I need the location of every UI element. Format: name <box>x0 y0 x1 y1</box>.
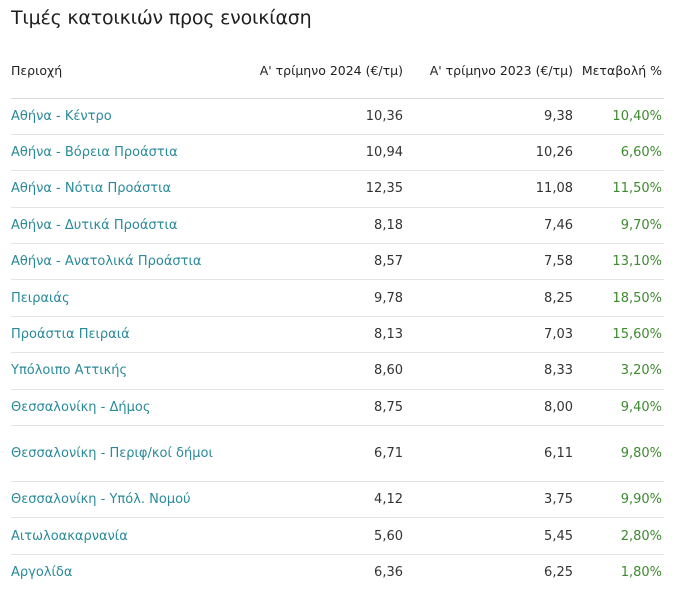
table-row: Αθήνα - Δυτικά Προάστια 8,18 7,46 9,70% <box>11 207 664 245</box>
change-cell: 9,80% <box>575 425 664 483</box>
price-2024-cell: 6,36 <box>374 565 403 581</box>
table-row: Πειραιάς 9,78 8,25 18,50% <box>11 279 664 317</box>
change-cell: 10,40% <box>575 98 664 135</box>
column-header-q1-2023: Α' τρίμηνο 2023 (€/τμ) <box>405 44 575 99</box>
header-row: Περιοχή Α' τρίμηνο 2024 (€/τμ) Α' τρίμην… <box>11 44 664 99</box>
price-2024-cell: 8,13 <box>224 316 405 354</box>
region-cell: Θεσσαλονίκη - Υπόλ. Νομού <box>11 481 224 519</box>
region-cell: Αθήνα - Ανατολικά Προάστια <box>11 243 224 281</box>
price-2023-cell: 8,25 <box>405 279 575 317</box>
change-cell: 2,80% <box>575 517 664 555</box>
region-cell: Υπόλοιπο Αττικής <box>11 352 224 390</box>
page-title: Τιμές κατοικιών προς ενοικίαση <box>11 7 312 29</box>
price-2024-cell: 8,60 <box>224 352 405 390</box>
change-cell: 13,10% <box>575 243 664 281</box>
table-row: Αθήνα - Ανατολικά Προάστια 8,57 7,58 13,… <box>11 243 664 281</box>
price-2023-cell: 6,11 <box>405 425 575 483</box>
column-header-region: Περιοχή <box>11 44 224 99</box>
price-2024-cell: 12,35 <box>224 170 405 208</box>
price-2023-cell: 8,00 <box>405 389 575 427</box>
price-2024-cell: 10,36 <box>224 98 405 135</box>
table-row: Υπόλοιπο Αττικής 8,60 8,33 3,20% <box>11 352 664 390</box>
table-row: Αθήνα - Κέντρο 10,36 9,38 10,40% <box>11 98 664 135</box>
table-row: Αργολίδα 6,36 6,25 1,80% <box>11 554 664 590</box>
change-cell: 9,40% <box>575 389 664 427</box>
price-2023-cell: 7,46 <box>405 207 575 245</box>
change-cell: 9,70% <box>575 207 664 245</box>
price-2023-cell: 11,08 <box>405 170 575 208</box>
change-cell: 3,20% <box>575 352 664 390</box>
region-cell: Αθήνα - Νότια Προάστια <box>11 170 224 208</box>
price-2024-cell: 9,78 <box>224 279 405 317</box>
price-2024-cell: 10,94 <box>224 134 405 172</box>
table-row: Αιτωλοακαρνανία 5,60 5,45 2,80% <box>11 517 664 555</box>
price-2024-cell: 4,12 <box>224 481 405 519</box>
price-2024-cell: 8,75 <box>224 389 405 427</box>
price-2023-cell: 6,25 <box>544 565 573 581</box>
table-row: Προάστια Πειραιά 8,13 7,03 15,60% <box>11 316 664 354</box>
change-cell: 18,50% <box>575 279 664 317</box>
region-cell: Αθήνα - Κέντρο <box>11 98 224 135</box>
region-cell: Αργολίδα <box>11 565 73 581</box>
price-2024-cell: 8,57 <box>224 243 405 281</box>
price-2023-cell: 8,33 <box>405 352 575 390</box>
price-2023-cell: 7,58 <box>405 243 575 281</box>
price-2023-cell: 10,26 <box>405 134 575 172</box>
price-2024-cell: 8,18 <box>224 207 405 245</box>
table-row: Αθήνα - Βόρεια Προάστια 10,94 10,26 6,60… <box>11 134 664 172</box>
region-cell: Αθήνα - Δυτικά Προάστια <box>11 207 224 245</box>
change-cell: 6,60% <box>575 134 664 172</box>
change-cell: 15,60% <box>575 316 664 354</box>
table-header: Περιοχή Α' τρίμηνο 2024 (€/τμ) Α' τρίμην… <box>11 44 664 99</box>
table-row: Αθήνα - Νότια Προάστια 12,35 11,08 11,50… <box>11 170 664 208</box>
region-cell: Προάστια Πειραιά <box>11 316 224 354</box>
rent-prices-table: Περιοχή Α' τρίμηνο 2024 (€/τμ) Α' τρίμην… <box>11 44 664 591</box>
column-header-change: Μεταβολή % <box>575 44 664 99</box>
table-body: Αθήνα - Κέντρο 10,36 9,38 10,40% Αθήνα -… <box>11 98 664 591</box>
region-cell: Θεσσαλονίκη - Δήμος <box>11 389 224 427</box>
region-cell: Αιτωλοακαρνανία <box>11 517 224 555</box>
region-cell: Θεσσαλονίκη - Περιφ/κοί δήμοι <box>11 425 224 483</box>
column-header-q1-2024: Α' τρίμηνο 2024 (€/τμ) <box>224 44 405 99</box>
region-cell: Αθήνα - Βόρεια Προάστια <box>11 134 224 172</box>
change-cell: 9,90% <box>575 481 664 519</box>
price-2023-cell: 9,38 <box>405 98 575 135</box>
region-cell: Πειραιάς <box>11 279 224 317</box>
price-2024-cell: 5,60 <box>224 517 405 555</box>
table-row: Θεσσαλονίκη - Υπόλ. Νομού 4,12 3,75 9,90… <box>11 481 664 519</box>
price-2023-cell: 5,45 <box>405 517 575 555</box>
price-2024-cell: 6,71 <box>224 425 405 483</box>
table-row: Θεσσαλονίκη - Περιφ/κοί δήμοι 6,71 6,11 … <box>11 425 664 483</box>
change-cell: 11,50% <box>575 170 664 208</box>
change-cell: 1,80% <box>620 565 662 581</box>
price-2023-cell: 3,75 <box>405 481 575 519</box>
price-2023-cell: 7,03 <box>405 316 575 354</box>
table-row: Θεσσαλονίκη - Δήμος 8,75 8,00 9,40% <box>11 389 664 427</box>
